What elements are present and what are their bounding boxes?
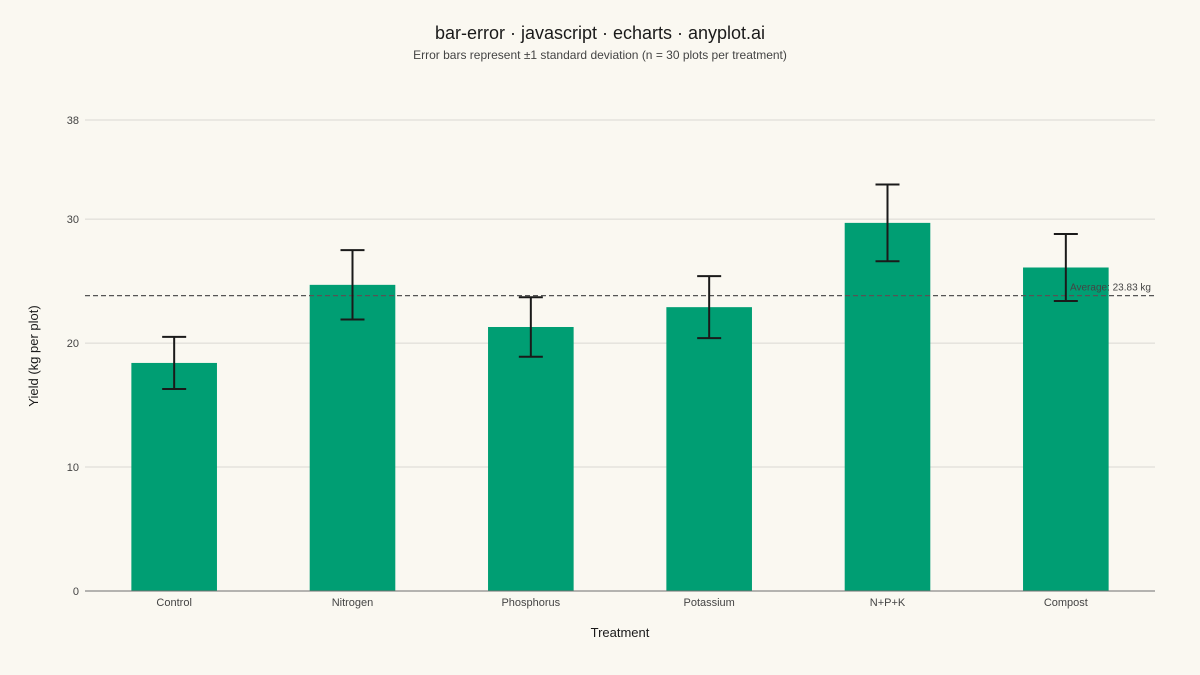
bar-potassium	[666, 307, 752, 591]
y-tick-label: 0	[73, 586, 79, 598]
error-bar	[1053, 233, 1078, 302]
bar-compost	[1023, 267, 1109, 591]
bar-control	[131, 362, 217, 591]
y-axis-label: Yield (kg per plot)	[26, 305, 41, 406]
x-tick-label: Control	[156, 597, 191, 609]
error-bar	[518, 296, 543, 358]
average-label: Average: 23.83 kg	[1070, 283, 1151, 294]
x-tick-label: Nitrogen	[332, 597, 374, 609]
bar-phosphorus	[488, 326, 574, 591]
error-bar	[340, 249, 365, 321]
y-axis-ticks: 0 10 20 30 38	[67, 115, 79, 598]
x-tick-label: Phosphorus	[501, 597, 560, 609]
y-tick-label: 30	[67, 214, 79, 226]
y-tick-label: 20	[67, 338, 79, 350]
x-axis-ticks: Control Nitrogen Phosphorus Potassium N+P+K C…	[156, 597, 1087, 609]
bar-nitrogen	[309, 284, 396, 591]
error-bar	[697, 275, 722, 340]
gridlines	[85, 119, 1155, 468]
bars	[131, 222, 1109, 591]
x-tick-label: N+P+K	[870, 597, 906, 609]
error-bar	[162, 335, 187, 390]
chart-subtitle: Error bars represent ±1 standard deviati…	[413, 48, 787, 62]
x-tick-label: Potassium	[683, 597, 734, 609]
x-axis-label: Treatment	[591, 625, 650, 640]
average-line-group: Average: 23.83 kg	[85, 283, 1155, 297]
y-tick-label: 10	[67, 462, 79, 474]
bar-n-p-k	[844, 222, 931, 591]
x-tick-label: Compost	[1044, 597, 1088, 609]
chart-title: bar-error · javascript · echarts · anypl…	[435, 23, 765, 43]
y-tick-label: 38	[67, 115, 79, 127]
error-bars	[162, 183, 1078, 390]
error-bar	[875, 183, 900, 263]
